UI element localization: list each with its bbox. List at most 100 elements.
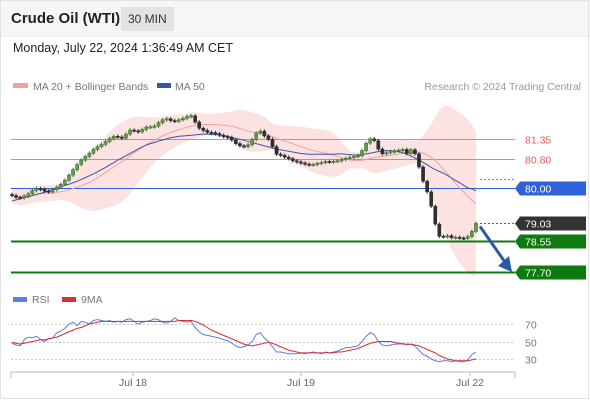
- candle-body: [254, 132, 259, 140]
- candle-body: [229, 137, 234, 141]
- candle-body: [364, 143, 368, 151]
- candle-body: [22, 195, 27, 199]
- candle-body: [10, 194, 14, 196]
- candle-body: [250, 139, 254, 145]
- candle-body: [18, 197, 22, 199]
- rsi-panel: 70 50 30: [11, 317, 537, 367]
- level-label-80.00: 80.00: [525, 184, 551, 196]
- candle-body: [445, 235, 450, 238]
- x-tick-label: Jul 22: [456, 377, 484, 389]
- candle-body: [356, 155, 360, 158]
- candle-body: [185, 116, 189, 119]
- price-levels: [11, 139, 515, 274]
- candle-body: [115, 136, 120, 138]
- candlesticks: [10, 113, 478, 241]
- candle-body: [132, 129, 136, 132]
- candle-body: [449, 235, 454, 238]
- ma50-legend-swatch: [157, 83, 171, 88]
- candle-body: [34, 188, 39, 191]
- candle-body: [238, 143, 242, 147]
- candle-body: [347, 157, 352, 159]
- candle-body: [441, 235, 446, 238]
- candle-body: [46, 190, 51, 193]
- candle-body: [368, 138, 373, 144]
- candle-body: [160, 119, 165, 124]
- candle-body: [152, 125, 157, 128]
- ma50-legend-label: MA 50: [175, 81, 205, 93]
- candle-body: [396, 149, 401, 152]
- candle-body: [319, 162, 324, 165]
- level-label-79.03: 79.03: [525, 219, 551, 231]
- candle-body: [221, 134, 226, 137]
- candle-body: [67, 174, 71, 181]
- candle-body: [30, 190, 35, 194]
- candle-body: [71, 169, 75, 176]
- candle-body: [360, 150, 364, 156]
- rsi-tick-70: 70: [525, 320, 537, 332]
- candle-body: [242, 145, 246, 148]
- candle-body: [303, 162, 307, 165]
- candle-body: [128, 129, 132, 135]
- forecast-arrow: [478, 225, 512, 272]
- candle-body: [42, 189, 47, 192]
- rsi-tick-50: 50: [525, 338, 537, 350]
- candle-body: [124, 133, 128, 139]
- candle-body: [79, 159, 84, 165]
- candle-body: [433, 205, 438, 225]
- bb-legend-label: MA 20 + Bollinger Bands: [33, 81, 148, 93]
- candle-body: [148, 126, 153, 129]
- bb-legend-swatch: [13, 83, 28, 88]
- candle-body: [193, 115, 198, 123]
- candle-body: [380, 148, 385, 155]
- candle-body: [83, 156, 88, 161]
- candle-body: [234, 139, 238, 144]
- candle-body: [384, 152, 389, 155]
- candle-body: [352, 156, 356, 158]
- candle-body: [372, 138, 377, 141]
- level-labels: 81.35 80.80 80.00 79.03 78.55 77.70: [515, 135, 586, 280]
- bollinger-bands: [12, 105, 476, 277]
- candle-body: [457, 237, 462, 239]
- candle-body: [14, 195, 18, 198]
- candle-body: [307, 163, 311, 166]
- candle-body: [278, 153, 283, 156]
- candle-body: [425, 181, 429, 193]
- level-tag-77.70: [515, 265, 586, 280]
- candle-body: [343, 158, 348, 160]
- bollinger-band-fill: [12, 105, 476, 277]
- candle-body: [376, 140, 381, 150]
- candle-body: [91, 149, 96, 154]
- candle-body: [327, 161, 332, 163]
- candle-body: [197, 121, 202, 129]
- candle-body: [205, 130, 210, 133]
- datetime-label: Monday, July 22, 2024 1:36:49 AM CET: [13, 41, 234, 55]
- candle-body: [246, 144, 250, 147]
- candle-body: [258, 130, 263, 134]
- instrument-title: Crude Oil (WTI): [11, 10, 121, 27]
- copyright-label: Research © 2024 Trading Central: [424, 81, 581, 93]
- rsi-legend-swatch: [13, 297, 27, 302]
- candle-body: [201, 128, 206, 131]
- candle-body: [120, 136, 124, 139]
- candle-body: [388, 151, 393, 154]
- candle-body: [282, 155, 287, 158]
- level-tag-80.00: [515, 181, 586, 196]
- candle-body: [465, 236, 470, 239]
- candle-body: [290, 158, 295, 162]
- candle-body: [144, 126, 149, 130]
- candle-body: [400, 149, 405, 151]
- candle-body: [409, 149, 413, 154]
- candle-body: [54, 186, 59, 190]
- candle-body: [103, 141, 108, 145]
- candle-body: [335, 160, 340, 163]
- candle-body: [181, 118, 185, 121]
- candle-body: [474, 223, 478, 232]
- timeframe-badge[interactable]: 30 MIN: [121, 7, 174, 31]
- candle-body: [172, 120, 177, 123]
- top-legend: MA 20 + Bollinger Bands MA 50 Research ©…: [13, 81, 581, 93]
- candle-body: [413, 149, 417, 155]
- candle-body: [63, 179, 67, 185]
- x-tick-label: Jul 19: [287, 377, 315, 389]
- candle-body: [266, 135, 271, 140]
